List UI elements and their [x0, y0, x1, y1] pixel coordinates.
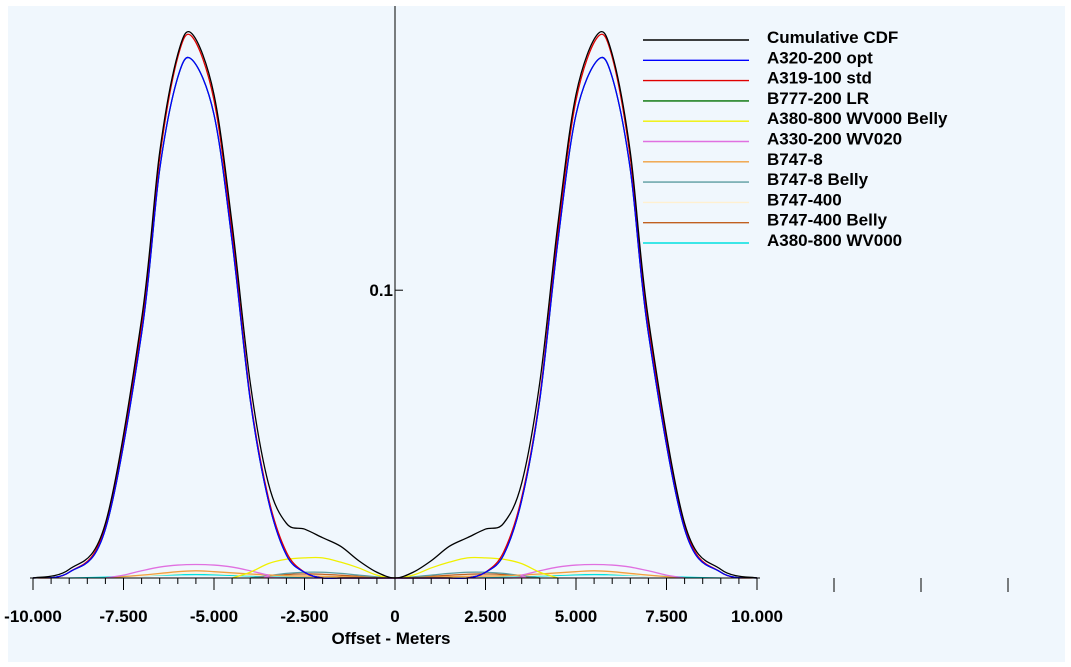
legend-label-a380-800-wv000: A380-800 WV000	[767, 231, 902, 250]
legend-label-a380-800-wv000-belly: A380-800 WV000 Belly	[767, 109, 948, 128]
legend-label-b777-200-lr: B777-200 LR	[767, 89, 869, 108]
x-tick-label: -10.000	[4, 607, 62, 626]
legend-label-a330-200-wv020: A330-200 WV020	[767, 130, 902, 149]
x-tick-label: 7.500	[645, 607, 688, 626]
x-tick-label: 5.000	[555, 607, 598, 626]
x-tick-label: 2.500	[464, 607, 507, 626]
legend-label-a319-100-std: A319-100 std	[767, 69, 872, 88]
x-tick-label: -5.000	[190, 607, 238, 626]
axes-layer: -10.000 -7.500 -5.000 -2.500 0 2.500 5.000 7.50…	[4, 6, 1009, 626]
legend-label-b747-8: B747-8	[767, 150, 823, 169]
plot-panel	[8, 6, 1065, 662]
legend-label-cumulative-cdf: Cumulative CDF	[767, 28, 898, 47]
legend-label-b747-400-belly: B747-400 Belly	[767, 211, 888, 230]
legend-label-b747-400: B747-400	[767, 190, 842, 209]
y-tick-label: 0.1	[369, 281, 393, 300]
x-tick-label: -7.500	[99, 607, 147, 626]
legend-label-a320-200-opt: A320-200 opt	[767, 48, 873, 67]
x-tick-label: 10.000	[731, 607, 783, 626]
legend-label-b747-8-belly: B747-8 Belly	[767, 170, 869, 189]
x-tick-label: -2.500	[280, 607, 328, 626]
x-tick-label: 0	[390, 607, 399, 626]
x-axis-title: Offset - Meters	[331, 629, 450, 648]
